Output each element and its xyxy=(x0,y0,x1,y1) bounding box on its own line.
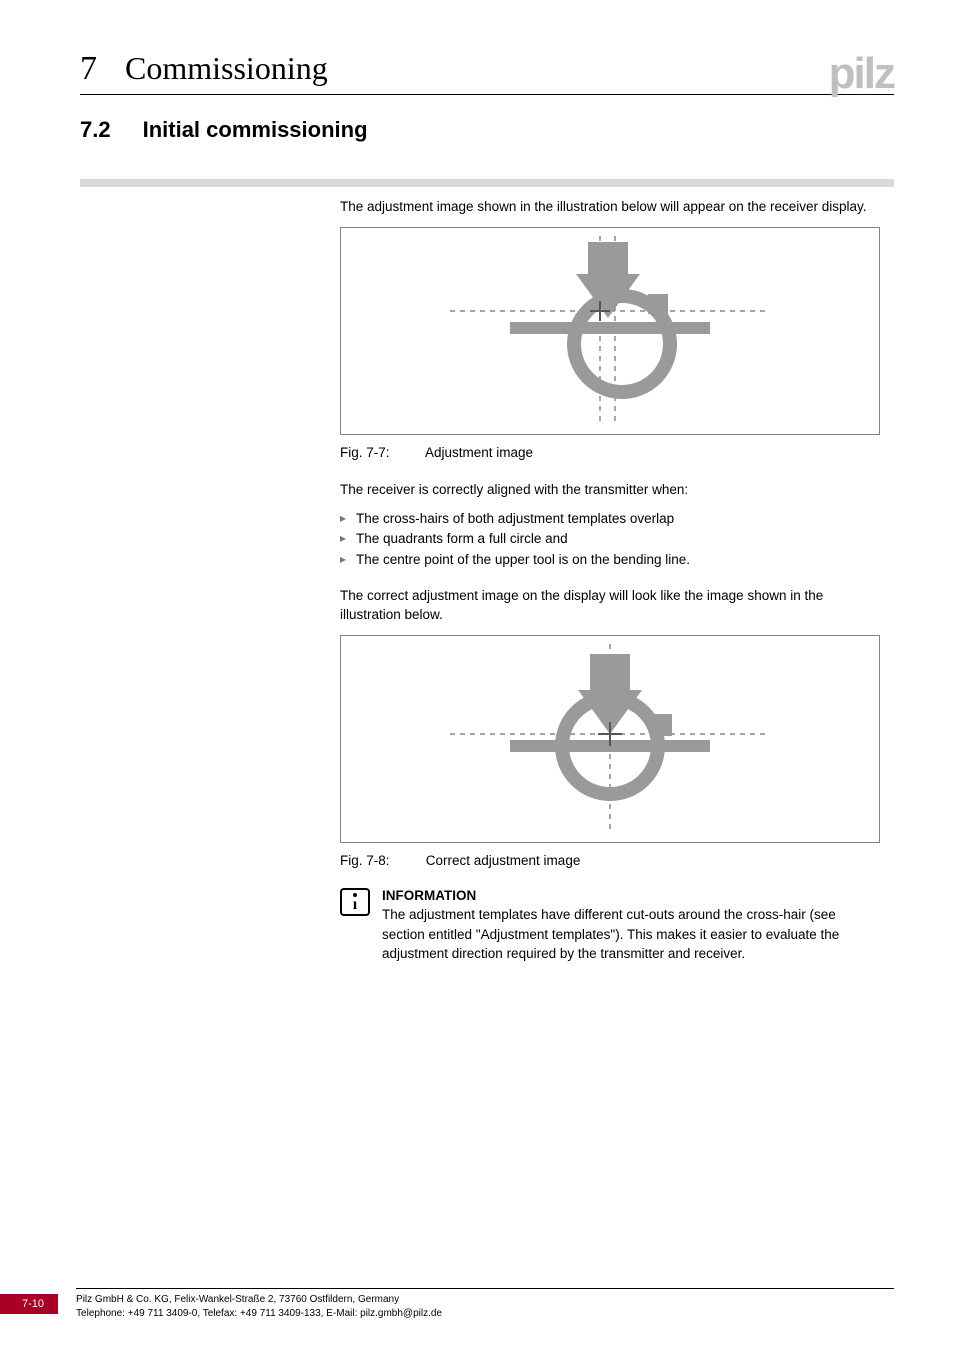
aligned-intro: The receiver is correctly aligned with t… xyxy=(340,480,880,500)
correct-adjustment-image-svg xyxy=(450,644,770,834)
adjustment-image-svg xyxy=(450,236,770,426)
section-number: 7.2 xyxy=(80,117,111,143)
figure-7-7-caption: Fig. 7-7: Adjustment image xyxy=(340,445,880,460)
figure-7-7-text: Adjustment image xyxy=(425,445,533,460)
brand-logo: pilz xyxy=(829,55,894,92)
chapter-number: 7 xyxy=(80,50,97,88)
alignment-criteria-list: The cross-hairs of both adjustment templ… xyxy=(340,509,880,570)
chapter-line: 7 Commissioning xyxy=(80,50,328,88)
page-header: 7 Commissioning pilz xyxy=(80,50,894,95)
figure-7-8-caption: Fig. 7-8: Correct adjustment image xyxy=(340,853,880,868)
figure-7-8 xyxy=(340,635,880,843)
section-title: Initial commissioning xyxy=(143,117,368,143)
list-item: The cross-hairs of both adjustment templ… xyxy=(340,509,880,529)
correct-paragraph: The correct adjustment image on the disp… xyxy=(340,586,880,625)
footer-line-1: Pilz GmbH & Co. KG, Felix-Wankel-Straße … xyxy=(76,1293,894,1307)
chapter-title: Commissioning xyxy=(125,50,328,87)
figure-7-8-text: Correct adjustment image xyxy=(426,853,581,868)
accent-bar xyxy=(80,179,894,187)
intro-paragraph: The adjustment image shown in the illust… xyxy=(340,197,880,217)
footer-line-2: Telephone: +49 711 3409-0, Telefax: +49 … xyxy=(76,1307,894,1321)
page-footer: 7-10 Pilz GmbH & Co. KG, Felix-Wankel-St… xyxy=(0,1288,894,1320)
figure-7-7 xyxy=(340,227,880,435)
info-icon: ı xyxy=(340,888,370,916)
list-item: The centre point of the upper tool is on… xyxy=(340,550,880,570)
info-title: INFORMATION xyxy=(382,888,880,903)
information-block: ı INFORMATION The adjustment templates h… xyxy=(340,888,880,964)
footer-text: Pilz GmbH & Co. KG, Felix-Wankel-Straße … xyxy=(76,1288,894,1320)
info-text: INFORMATION The adjustment templates hav… xyxy=(382,888,880,964)
list-item: The quadrants form a full circle and xyxy=(340,529,880,549)
content-column: The adjustment image shown in the illust… xyxy=(340,197,880,964)
figure-7-8-label: Fig. 7-8: xyxy=(340,853,422,868)
info-body: The adjustment templates have different … xyxy=(382,905,880,964)
page-number: 7-10 xyxy=(0,1294,58,1314)
figure-7-7-label: Fig. 7-7: xyxy=(340,445,422,460)
section-heading: 7.2 Initial commissioning xyxy=(80,117,894,143)
